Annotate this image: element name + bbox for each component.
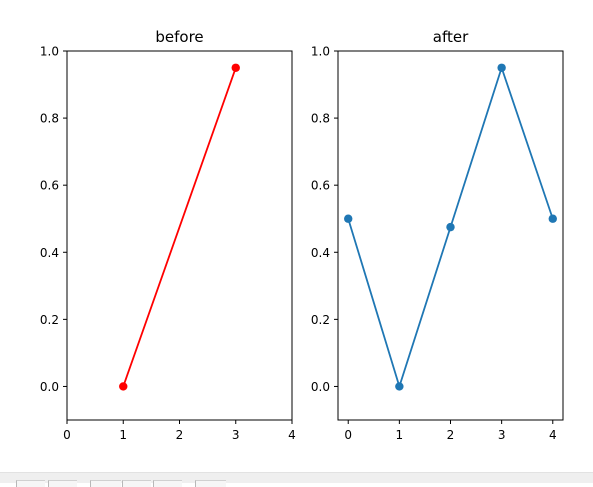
y-tick-label: 0.4 [311, 246, 330, 260]
figure: before 0 1 2 3 4 0.0 0.2 0.4 0.6 0.8 1.0 after 0 1 2… [40, 28, 564, 442]
toolbar-button[interactable] [153, 480, 182, 487]
y-tick-label: 0.8 [40, 112, 59, 126]
y-tick-label: 0.6 [40, 179, 59, 193]
x-tick-label: 3 [498, 428, 506, 442]
y-tick-label: 0.8 [311, 112, 330, 126]
x-tick-label: 3 [232, 428, 240, 442]
y-tick-label: 0.6 [311, 179, 330, 193]
subplot-before: before 0 1 2 3 4 0.0 0.2 0.4 0.6 0.8 1.0 [40, 28, 296, 442]
toolbar-button[interactable] [195, 480, 226, 487]
x-tick-label: 2 [447, 428, 455, 442]
toolbar-button[interactable] [16, 480, 45, 487]
toolbar-button[interactable] [90, 480, 121, 487]
data-point [446, 222, 455, 232]
x-tick-label: 1 [119, 428, 127, 442]
data-point [395, 382, 404, 391]
data-point [231, 63, 240, 72]
x-tick-label: 0 [63, 428, 71, 442]
chart-title-before: before [155, 28, 203, 46]
chart-title-after: after [433, 28, 469, 46]
y-tick-label: 0.4 [40, 246, 59, 260]
data-point [119, 382, 128, 391]
y-tick-label: 0.2 [40, 313, 59, 327]
x-tick-label: 0 [344, 428, 352, 442]
toolbar-button[interactable] [122, 480, 151, 487]
subplot-after: after 0 1 2 3 4 0.0 0.2 0.4 0.6 0.8 1.0 [311, 28, 564, 442]
axes-frame-after [337, 50, 564, 421]
axes-frame-before [66, 50, 293, 421]
y-tick-label: 1.0 [311, 45, 330, 59]
data-point [497, 63, 506, 72]
x-tick-label: 4 [549, 428, 557, 442]
y-tick-label: 1.0 [40, 45, 59, 59]
y-tick-label: 0.0 [40, 380, 59, 394]
x-tick-label: 4 [288, 428, 296, 442]
x-tick-label: 1 [396, 428, 404, 442]
y-tick-label: 0.2 [311, 313, 330, 327]
series-line-before [122, 67, 237, 387]
data-point [344, 214, 353, 223]
x-tick-label: 2 [176, 428, 184, 442]
y-tick-label: 0.0 [311, 380, 330, 394]
data-point [548, 214, 557, 223]
plot-toolbar [0, 472, 593, 487]
toolbar-button[interactable] [48, 480, 77, 487]
